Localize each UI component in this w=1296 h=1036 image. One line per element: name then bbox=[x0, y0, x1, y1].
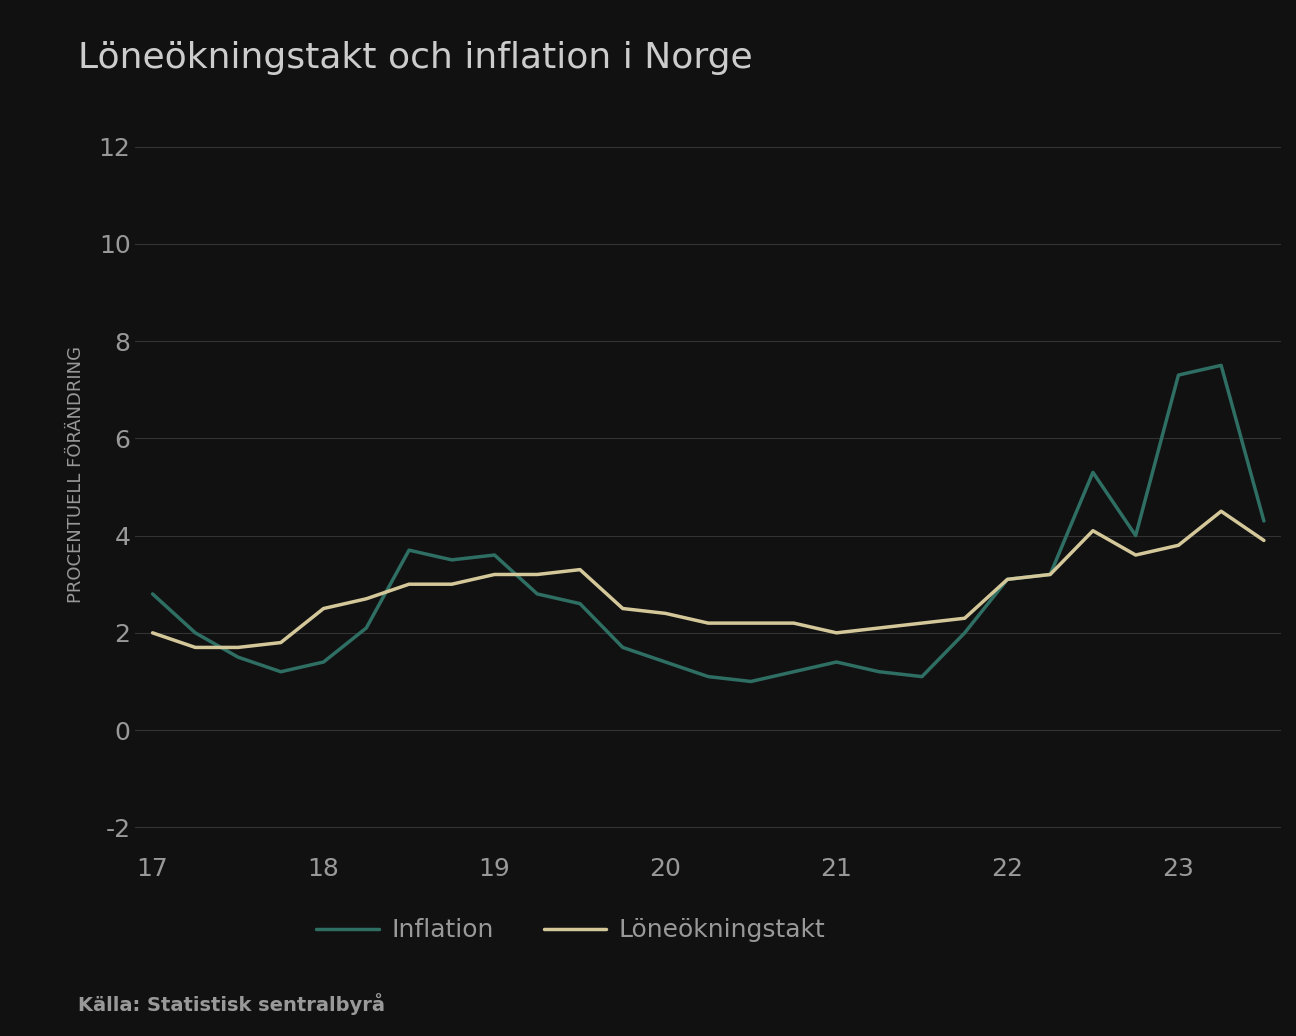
Inflation bbox=[445, 553, 460, 566]
Inflation bbox=[1213, 359, 1229, 372]
Inflation bbox=[231, 651, 246, 663]
Löneökningstakt bbox=[1170, 539, 1186, 551]
Löneökningstakt bbox=[188, 641, 203, 654]
Löneökningstakt bbox=[1213, 505, 1229, 517]
Löneökningstakt bbox=[359, 593, 375, 605]
Löneökningstakt bbox=[743, 616, 758, 629]
Löneökningstakt bbox=[530, 569, 546, 581]
Inflation bbox=[188, 627, 203, 639]
Inflation bbox=[657, 656, 673, 668]
Text: Källa: Statistisk sentralbyrå: Källa: Statistisk sentralbyrå bbox=[78, 994, 385, 1015]
Löneökningstakt bbox=[785, 616, 801, 629]
Inflation bbox=[530, 587, 546, 600]
Löneökningstakt bbox=[573, 564, 588, 576]
Löneökningstakt bbox=[1085, 524, 1100, 537]
Text: Löneökningstakt och inflation i Norge: Löneökningstakt och inflation i Norge bbox=[78, 41, 753, 76]
Line: Inflation: Inflation bbox=[153, 366, 1264, 682]
Inflation bbox=[700, 670, 715, 683]
Löneökningstakt bbox=[657, 607, 673, 620]
Inflation bbox=[914, 670, 929, 683]
Inflation bbox=[743, 675, 758, 688]
Inflation bbox=[145, 587, 161, 600]
Inflation bbox=[487, 549, 503, 562]
Löneökningstakt bbox=[231, 641, 246, 654]
Löneökningstakt bbox=[700, 616, 715, 629]
Line: Löneökningstakt: Löneökningstakt bbox=[153, 511, 1264, 648]
Löneökningstakt bbox=[402, 578, 417, 591]
Inflation bbox=[359, 622, 375, 634]
Inflation bbox=[573, 598, 588, 610]
Inflation bbox=[999, 573, 1015, 585]
Löneökningstakt bbox=[956, 612, 972, 625]
Löneökningstakt bbox=[1256, 535, 1271, 547]
Löneökningstakt bbox=[316, 602, 332, 614]
Inflation bbox=[1042, 569, 1058, 581]
Inflation bbox=[1085, 466, 1100, 479]
Legend: Inflation, Löneökningstakt: Inflation, Löneökningstakt bbox=[306, 909, 836, 952]
Inflation bbox=[1128, 529, 1143, 542]
Inflation bbox=[828, 656, 844, 668]
Y-axis label: PROCENTUELL FÖRÄNDRING: PROCENTUELL FÖRÄNDRING bbox=[67, 346, 84, 603]
Inflation bbox=[956, 627, 972, 639]
Löneökningstakt bbox=[273, 636, 289, 649]
Löneökningstakt bbox=[1128, 549, 1143, 562]
Inflation bbox=[402, 544, 417, 556]
Löneökningstakt bbox=[1042, 569, 1058, 581]
Löneökningstakt bbox=[871, 622, 886, 634]
Inflation bbox=[316, 656, 332, 668]
Inflation bbox=[616, 641, 631, 654]
Löneökningstakt bbox=[999, 573, 1015, 585]
Inflation bbox=[273, 665, 289, 678]
Löneökningstakt bbox=[914, 616, 929, 629]
Löneökningstakt bbox=[616, 602, 631, 614]
Inflation bbox=[1170, 369, 1186, 381]
Inflation bbox=[785, 665, 801, 678]
Löneökningstakt bbox=[145, 627, 161, 639]
Löneökningstakt bbox=[445, 578, 460, 591]
Inflation bbox=[871, 665, 886, 678]
Inflation bbox=[1256, 515, 1271, 527]
Löneökningstakt bbox=[828, 627, 844, 639]
Löneökningstakt bbox=[487, 569, 503, 581]
